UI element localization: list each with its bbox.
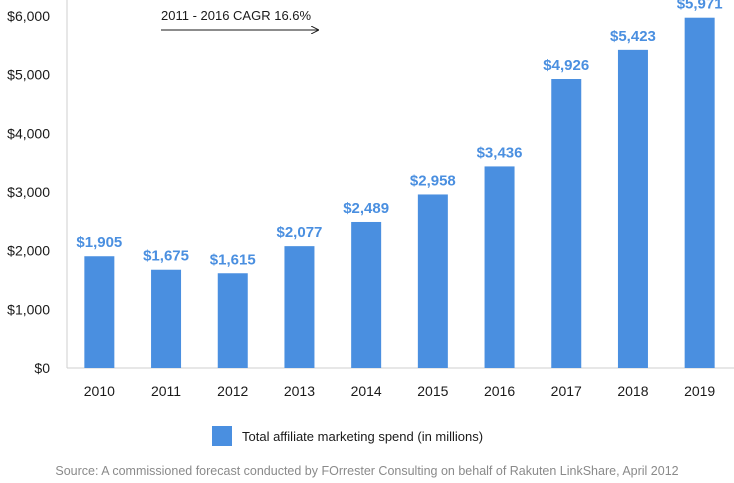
- data-label: $2,489: [343, 200, 389, 217]
- data-label: $1,675: [143, 248, 189, 265]
- bar: [84, 256, 115, 368]
- bar: [217, 273, 248, 368]
- bar: [551, 79, 582, 369]
- x-tick-label: 2018: [617, 383, 648, 399]
- y-axis-ticks: $0 $1,000 $2,000 $3,000 $4,000 $5,000 $6,000: [7, 8, 50, 376]
- legend: Total affiliate marketing spend (in mill…: [212, 426, 483, 446]
- legend-swatch: [212, 426, 232, 446]
- data-labels: $1,905 $1,675 $1,615 $2,077 $2,489 $2,958 $3,4…: [76, 0, 722, 268]
- data-label: $1,905: [76, 234, 122, 251]
- bar: [684, 17, 715, 369]
- data-label: $5,423: [610, 28, 656, 45]
- bar: [617, 49, 648, 368]
- data-label: $3,436: [477, 144, 523, 161]
- legend-label: Total affiliate marketing spend (in mill…: [242, 428, 484, 444]
- source-note: Source: A commissioned forecast conducte…: [55, 464, 679, 478]
- x-tick-label: 2019: [684, 383, 715, 399]
- x-tick-label: 2012: [217, 383, 248, 399]
- y-tick-label: $3,000: [7, 184, 50, 200]
- x-tick-label: 2010: [84, 383, 115, 399]
- y-tick-label: $1,000: [7, 301, 50, 317]
- y-tick-label: $0: [34, 360, 50, 376]
- data-label: $2,958: [410, 172, 456, 189]
- bar: [351, 221, 382, 368]
- bar: [417, 194, 448, 368]
- data-label: $4,926: [543, 57, 589, 74]
- x-tick-label: 2013: [284, 383, 315, 399]
- data-label: $5,971: [677, 0, 723, 13]
- cagr-annotation: 2011 - 2016 CAGR 16.6%: [161, 8, 318, 30]
- y-tick-label: $2,000: [7, 243, 50, 259]
- x-tick-label: 2011: [151, 383, 181, 399]
- data-label: $1,615: [210, 251, 256, 268]
- y-tick-label: $4,000: [7, 125, 50, 141]
- x-tick-label: 2016: [484, 383, 515, 399]
- x-axis-ticks: 2010 2011 2012 2013 2014 2015 2016 2017 2018 2019: [84, 383, 716, 399]
- bars: [84, 17, 715, 369]
- bar: [284, 246, 315, 368]
- bar: [484, 166, 515, 368]
- x-tick-label: 2017: [551, 383, 582, 399]
- data-label: $2,077: [277, 224, 323, 241]
- y-tick-label: $6,000: [7, 8, 50, 24]
- bar: [151, 269, 182, 368]
- x-tick-label: 2015: [417, 383, 448, 399]
- x-tick-label: 2014: [351, 383, 382, 399]
- cagr-annotation-text: 2011 - 2016 CAGR 16.6%: [161, 8, 312, 23]
- y-tick-label: $5,000: [7, 67, 50, 83]
